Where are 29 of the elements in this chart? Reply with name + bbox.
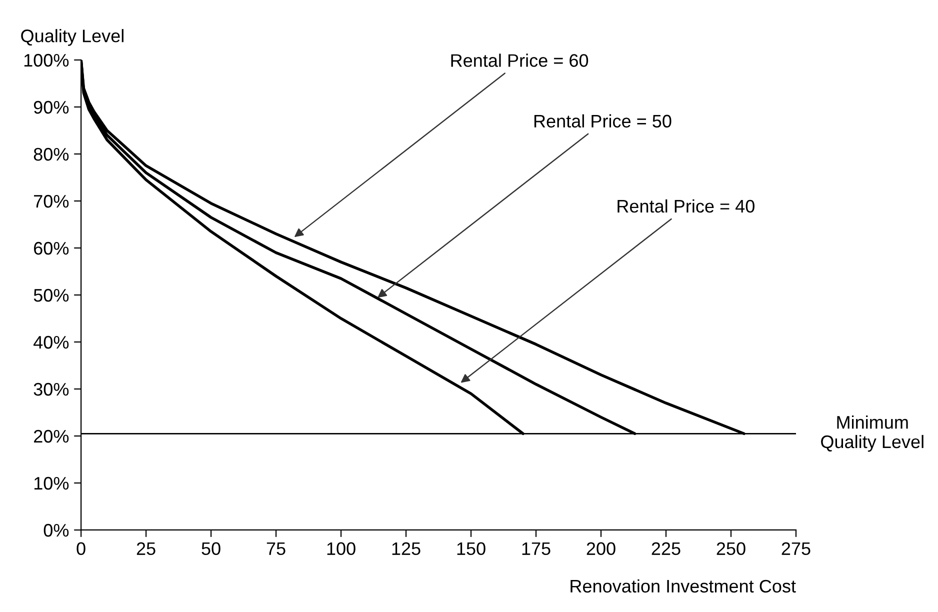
- x-tick-label: 200: [586, 542, 616, 556]
- x-tick-label: 225: [652, 542, 680, 556]
- y-tick-label: 40%: [34, 336, 69, 349]
- y-tick-label: 80%: [34, 148, 69, 161]
- x-tick-label: 275: [782, 542, 810, 556]
- x-tick-label: 25: [136, 542, 156, 556]
- x-tick-label: 175: [522, 542, 550, 556]
- annotation: Rental Price = 60: [451, 54, 588, 67]
- x-axis-title: Renovation Investment Cost: [570, 579, 796, 593]
- y-tick-label: 50%: [34, 288, 69, 302]
- y-tick-label: 70%: [34, 194, 69, 208]
- y-tick-label: 0%: [44, 524, 69, 537]
- y-tick-label: 10%: [34, 476, 69, 490]
- x-tick-label: 150: [457, 542, 486, 556]
- y-tick-label: 30%: [34, 382, 69, 396]
- y-tick-label: 20%: [34, 430, 69, 443]
- y-tick-label: 60%: [34, 242, 69, 255]
- y-axis-title: Quality Level: [21, 29, 124, 46]
- x-tick-label: 125: [392, 542, 420, 556]
- annotation: Rental Price = 50: [534, 114, 672, 128]
- x-tick-label: 100: [327, 542, 356, 556]
- x-tick-label: 250: [716, 542, 746, 556]
- x-tick-label: 50: [202, 542, 220, 556]
- annotation: Rental Price = 40: [618, 199, 754, 213]
- ref-line-label: Minimum Quality Level: [821, 416, 924, 452]
- y-tick-label: 100%: [24, 54, 69, 67]
- y-tick-label: 90%: [34, 100, 69, 114]
- x-tick-label: 0: [76, 542, 86, 556]
- x-tick-label: 75: [266, 542, 286, 556]
